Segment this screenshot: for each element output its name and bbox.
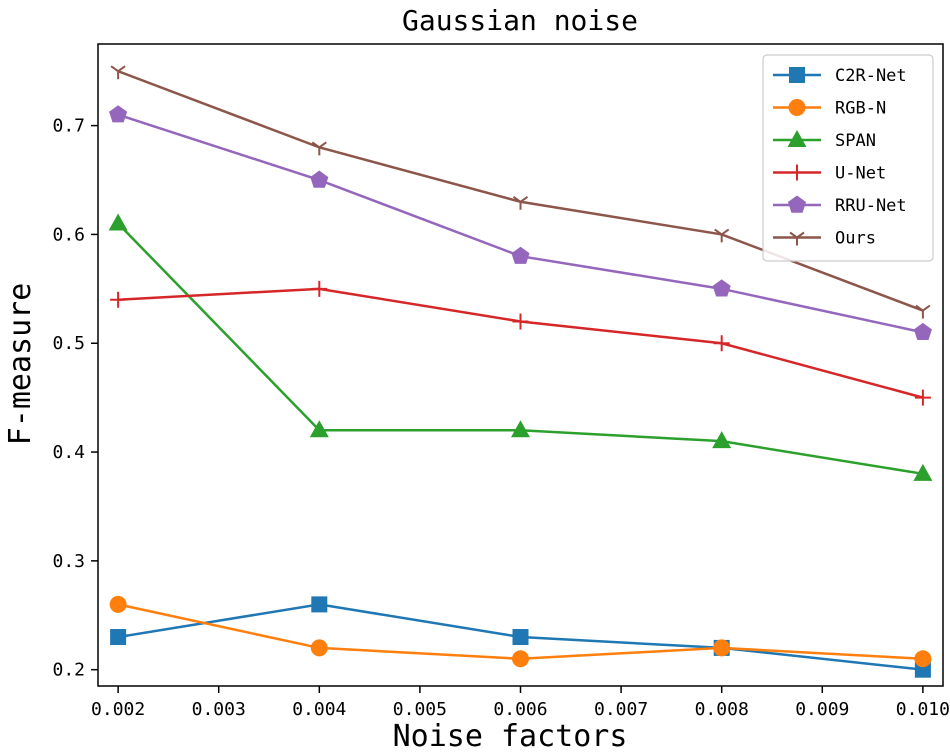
data-point-span-2 (511, 420, 530, 438)
data-point-ours-3 (714, 228, 730, 243)
x-tick-label: 0.004 (292, 699, 346, 720)
legend-label-ours: Ours (835, 229, 876, 249)
x-axis-label: Noise factors (393, 719, 628, 754)
x-tick-label: 0.010 (896, 699, 950, 720)
x-tick-label: 0.002 (91, 699, 145, 720)
plot-frame (97, 43, 944, 687)
legend-marker-rgb-n (788, 99, 806, 116)
y-tick-label: 0.6 (52, 224, 85, 245)
legend-marker-rru-net (787, 195, 807, 213)
x-tick-label: 0.007 (594, 699, 648, 720)
y-axis-label: F-measure (3, 283, 38, 446)
data-point-c2r-net-0 (110, 629, 127, 646)
legend-marker-ours (789, 231, 805, 246)
y-tick-label: 0.4 (52, 442, 85, 463)
data-point-u-net-0 (110, 291, 127, 308)
data-point-rgb-n-2 (512, 650, 529, 668)
data-point-u-net-4 (914, 389, 931, 406)
data-point-u-net-3 (713, 335, 730, 352)
legend-marker-span (787, 130, 807, 147)
ticks-layer: 0.002 0.003 0.004 0.005 0.006 0.007 0.008 0.009… (52, 116, 949, 720)
data-point-span-0 (108, 213, 128, 231)
x-tick-label: 0.005 (393, 699, 447, 720)
data-point-c2r-net-2 (512, 629, 529, 646)
data-point-rru-net-2 (511, 246, 530, 264)
data-point-c2r-net-1 (311, 596, 328, 613)
data-point-rru-net-4 (913, 322, 932, 341)
data-point-ours-0 (110, 65, 126, 80)
data-point-u-net-1 (311, 280, 328, 297)
data-point-ours-2 (512, 195, 529, 210)
legend-marker-u-net (789, 164, 805, 181)
legend-label-rgb-n: RGB-N (835, 99, 886, 119)
x-tick-label: 0.006 (493, 699, 547, 720)
data-point-u-net-2 (512, 313, 529, 330)
x-tick-label: 0.003 (192, 699, 246, 720)
x-tick-label: 0.009 (795, 699, 849, 720)
data-point-ours-1 (311, 141, 327, 156)
y-tick-label: 0.2 (52, 660, 85, 681)
data-point-rru-net-0 (109, 105, 128, 123)
data-point-rgb-n-3 (713, 639, 731, 657)
data-point-rru-net-3 (712, 279, 731, 297)
data-point-span-3 (712, 431, 732, 449)
legend-marker-c2r-net (789, 67, 805, 83)
legend-label-rru-net: RRU-Net (835, 196, 907, 216)
y-tick-label: 0.3 (52, 551, 85, 572)
data-point-rgb-n-1 (310, 639, 328, 657)
data-point-rgb-n-0 (109, 595, 127, 613)
legend-label-c2r-net: C2R-Net (835, 66, 907, 86)
data-point-span-4 (913, 463, 933, 481)
legend-label-span: SPAN (835, 131, 876, 151)
y-tick-label: 0.5 (52, 333, 85, 354)
x-tick-label: 0.008 (695, 699, 749, 720)
legend: C2R-Net RGB-N SPAN U-Net RRU-Net Ours (762, 54, 934, 262)
data-point-rgb-n-4 (914, 650, 932, 668)
y-tick-label: 0.7 (52, 116, 85, 137)
chart-title: Gaussian noise (402, 4, 638, 37)
data-point-rru-net-1 (310, 170, 329, 188)
legend-label-u-net: U-Net (835, 164, 886, 184)
data-point-ours-4 (915, 304, 931, 319)
data-point-span-1 (309, 420, 329, 438)
